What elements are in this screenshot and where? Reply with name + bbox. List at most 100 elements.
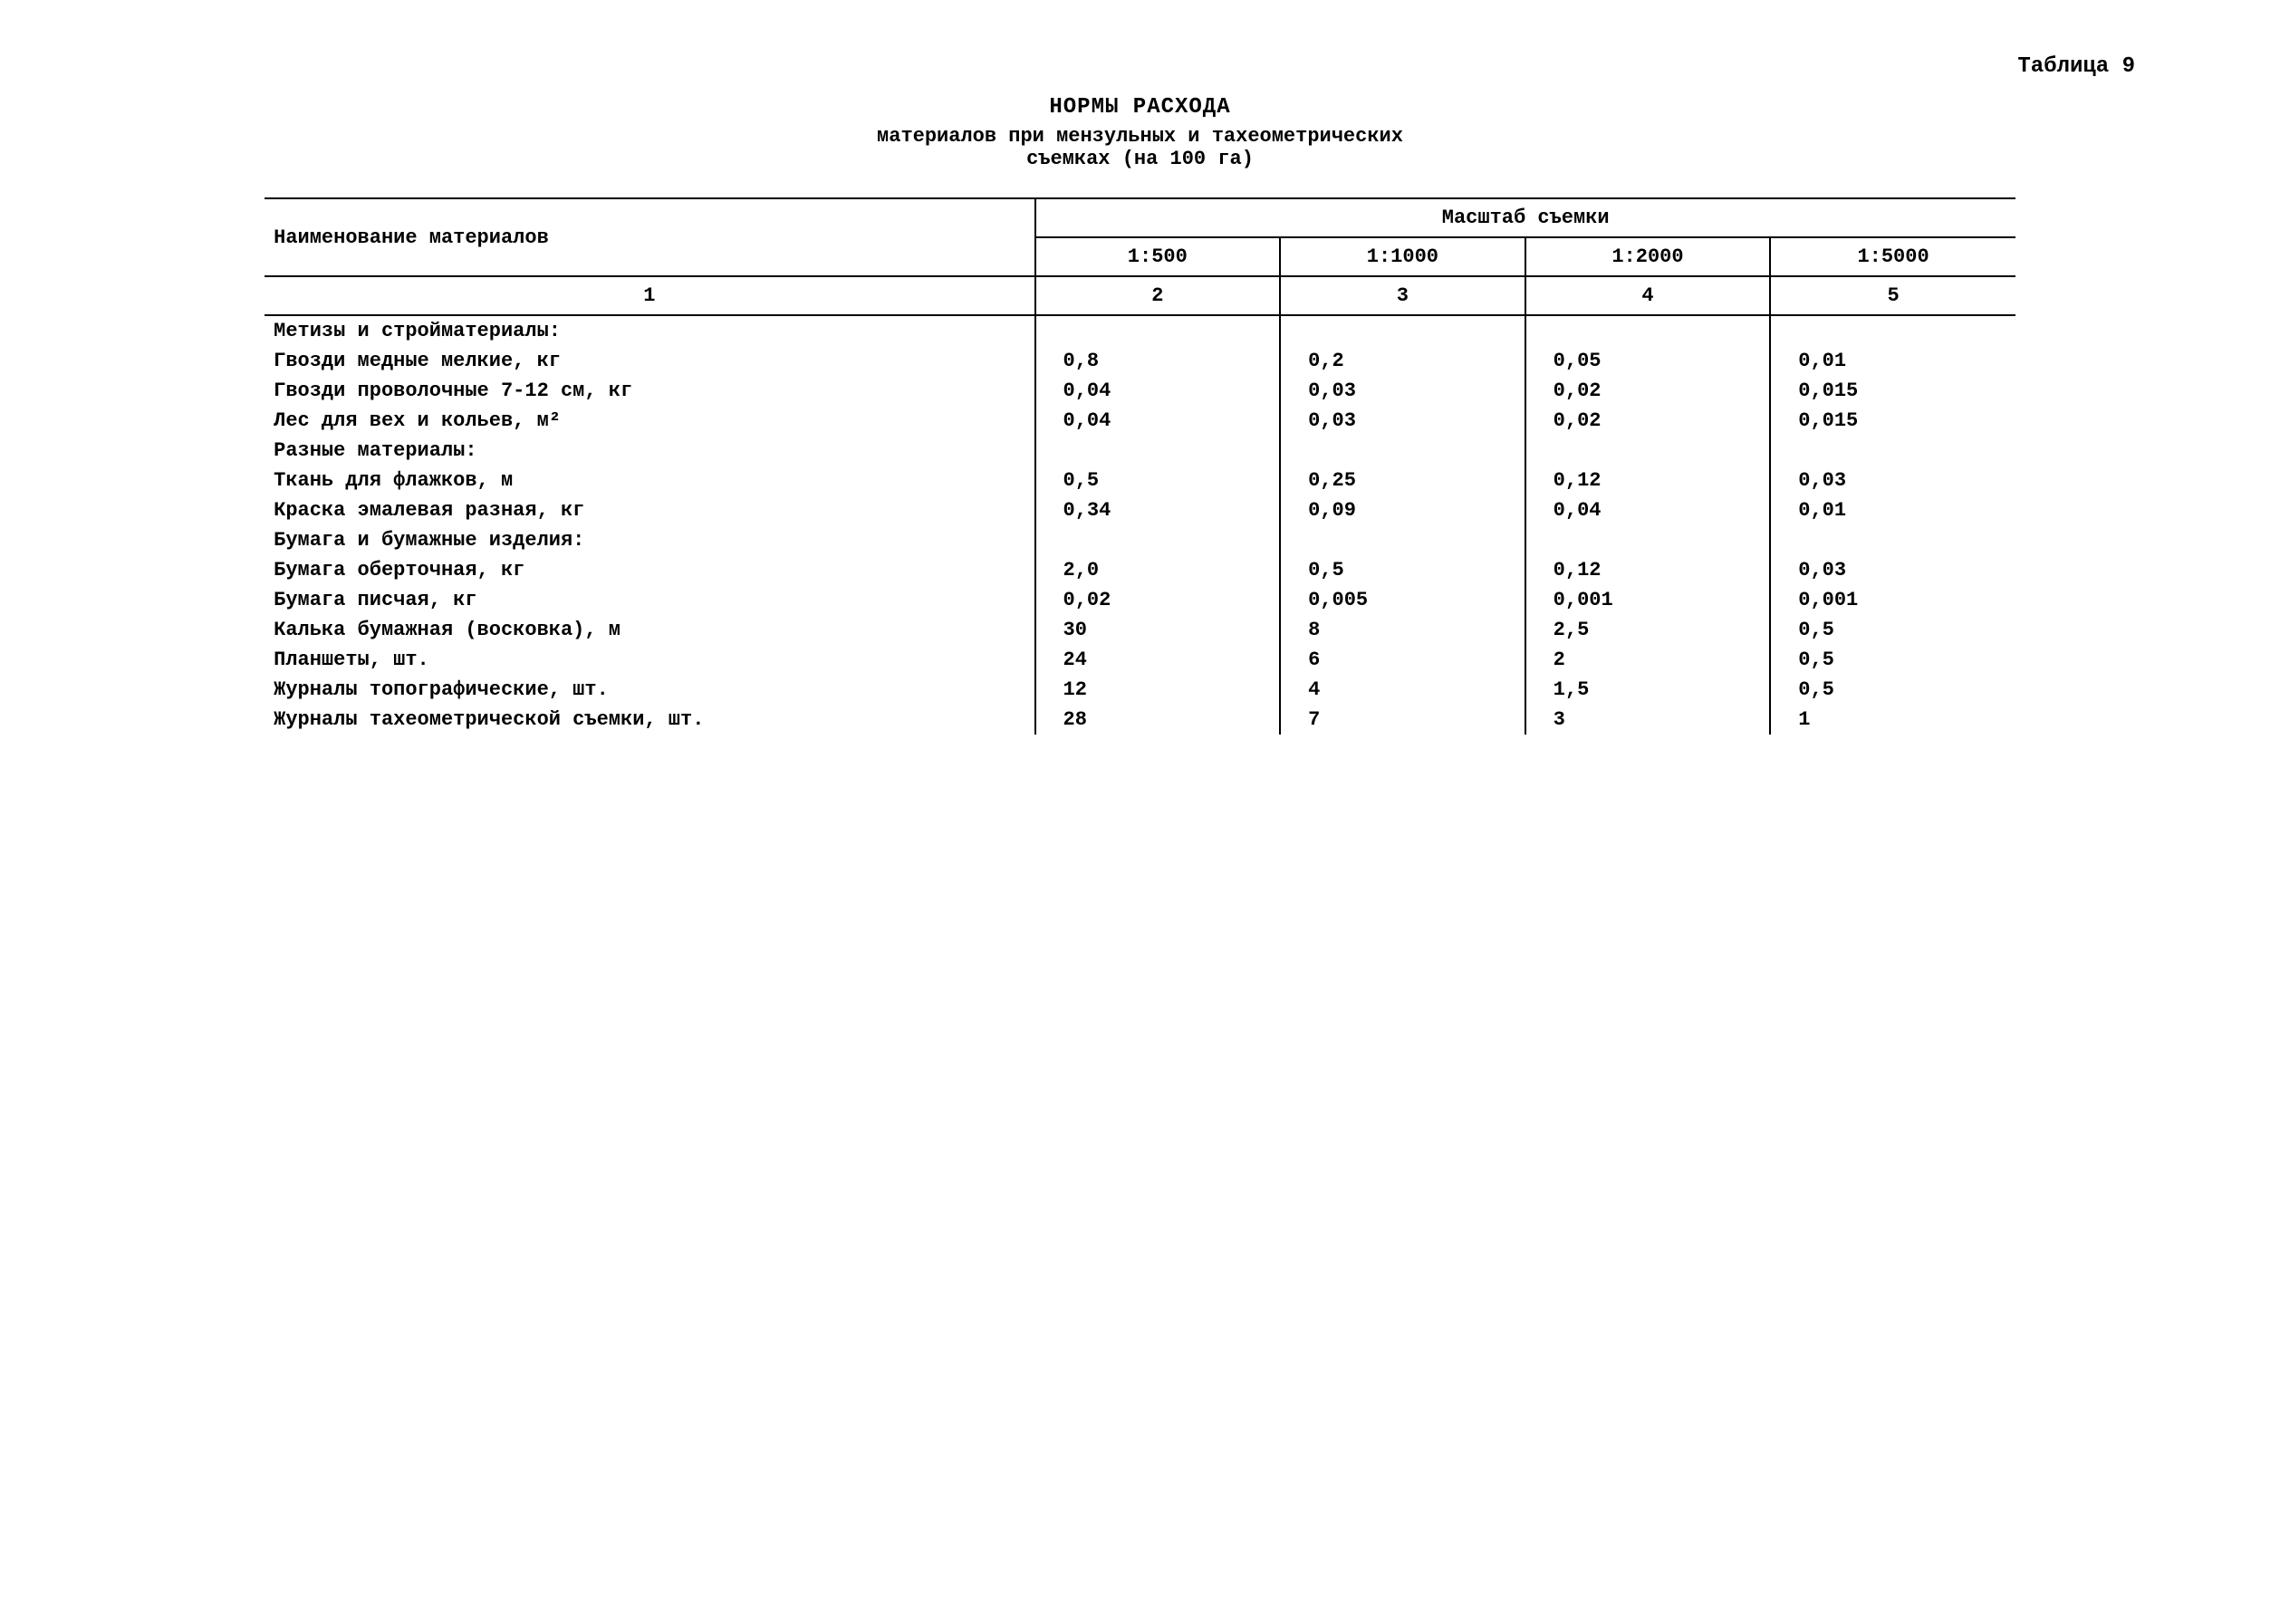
row-value: 0,03 <box>1770 466 2015 495</box>
table-row: Лес для вех и кольев, м²0,040,030,020,01… <box>265 406 2015 436</box>
row-label: Разные материалы: <box>265 436 1034 466</box>
header-scale-3: 1:5000 <box>1770 237 2015 276</box>
row-value: 3 <box>1525 705 1771 735</box>
row-value: 0,015 <box>1770 406 2015 436</box>
table-row: Метизы и стройматериалы: <box>265 315 2015 346</box>
row-value: 0,04 <box>1035 406 1281 436</box>
row-value: 6 <box>1280 645 1525 675</box>
row-label: Бумага писчая, кг <box>265 585 1034 615</box>
row-label: Журналы топографические, шт. <box>265 675 1034 705</box>
col-num-0: 1 <box>265 276 1034 315</box>
row-value <box>1280 525 1525 555</box>
row-value: 24 <box>1035 645 1281 675</box>
row-value <box>1525 315 1771 346</box>
row-label: Бумага оберточная, кг <box>265 555 1034 585</box>
row-value: 1 <box>1770 705 2015 735</box>
row-value: 0,5 <box>1770 645 2015 675</box>
row-value: 7 <box>1280 705 1525 735</box>
row-value <box>1525 436 1771 466</box>
row-label: Калька бумажная (восковка), м <box>265 615 1034 645</box>
header-scale-group: Масштаб съемки <box>1035 198 2015 237</box>
table-row: Разные материалы: <box>265 436 2015 466</box>
row-value: 0,02 <box>1525 406 1771 436</box>
row-value: 0,01 <box>1770 495 2015 525</box>
title-main: НОРМЫ РАСХОДА <box>72 95 2208 120</box>
header-scale-0: 1:500 <box>1035 237 1281 276</box>
row-label: Гвозди проволочные 7-12 см, кг <box>265 376 1034 406</box>
table-number-label: Таблица 9 <box>72 54 2135 79</box>
row-value: 0,2 <box>1280 346 1525 376</box>
row-value: 1,5 <box>1525 675 1771 705</box>
row-label: Метизы и стройматериалы: <box>265 315 1034 346</box>
col-num-2: 3 <box>1280 276 1525 315</box>
row-value: 0,02 <box>1525 376 1771 406</box>
row-value: 0,5 <box>1035 466 1281 495</box>
table-row: Бумага оберточная, кг2,00,50,120,03 <box>265 555 2015 585</box>
row-value <box>1280 436 1525 466</box>
row-value: 0,03 <box>1280 406 1525 436</box>
row-value: 28 <box>1035 705 1281 735</box>
row-value: 2,5 <box>1525 615 1771 645</box>
row-value: 12 <box>1035 675 1281 705</box>
row-value: 0,12 <box>1525 555 1771 585</box>
table-row: Калька бумажная (восковка), м3082,50,5 <box>265 615 2015 645</box>
row-value: 0,001 <box>1525 585 1771 615</box>
table-row: Гвозди проволочные 7-12 см, кг0,040,030,… <box>265 376 2015 406</box>
row-value: 0,001 <box>1770 585 2015 615</box>
row-value: 0,03 <box>1280 376 1525 406</box>
row-label: Гвозди медные мелкие, кг <box>265 346 1034 376</box>
row-value: 0,5 <box>1770 675 2015 705</box>
row-label: Планшеты, шт. <box>265 645 1034 675</box>
row-value <box>1525 525 1771 555</box>
row-value <box>1770 525 2015 555</box>
row-value: 0,09 <box>1280 495 1525 525</box>
row-value: 0,5 <box>1280 555 1525 585</box>
row-value: 0,05 <box>1525 346 1771 376</box>
title-subtitle-1: материалов при мензульных и тахеометриче… <box>72 125 2208 148</box>
table-row: Бумага писчая, кг0,020,0050,0010,001 <box>265 585 2015 615</box>
row-label: Бумага и бумажные изделия: <box>265 525 1034 555</box>
row-value: 0,34 <box>1035 495 1281 525</box>
row-value: 0,12 <box>1525 466 1771 495</box>
row-value: 2,0 <box>1035 555 1281 585</box>
col-num-1: 2 <box>1035 276 1281 315</box>
row-value <box>1770 436 2015 466</box>
row-value: 0,04 <box>1035 376 1281 406</box>
row-value: 0,04 <box>1525 495 1771 525</box>
row-label: Журналы тахеометрической съемки, шт. <box>265 705 1034 735</box>
row-value: 30 <box>1035 615 1281 645</box>
row-label: Лес для вех и кольев, м² <box>265 406 1034 436</box>
row-value <box>1035 315 1281 346</box>
row-value: 0,5 <box>1770 615 2015 645</box>
row-value: 0,015 <box>1770 376 2015 406</box>
header-scale-2: 1:2000 <box>1525 237 1771 276</box>
col-num-3: 4 <box>1525 276 1771 315</box>
norms-table: Наименование материалов Масштаб съемки 1… <box>265 197 2015 735</box>
row-value: 0,03 <box>1770 555 2015 585</box>
table-row: Планшеты, шт.24620,5 <box>265 645 2015 675</box>
row-value: 8 <box>1280 615 1525 645</box>
table-row: Ткань для флажков, м0,50,250,120,03 <box>265 466 2015 495</box>
row-value: 0,02 <box>1035 585 1281 615</box>
row-value <box>1770 315 2015 346</box>
row-label: Ткань для флажков, м <box>265 466 1034 495</box>
table-row: Журналы тахеометрической съемки, шт.2873… <box>265 705 2015 735</box>
table-row: Краска эмалевая разная, кг0,340,090,040,… <box>265 495 2015 525</box>
header-scale-1: 1:1000 <box>1280 237 1525 276</box>
table-row: Журналы топографические, шт.1241,50,5 <box>265 675 2015 705</box>
table-row: Бумага и бумажные изделия: <box>265 525 2015 555</box>
row-label: Краска эмалевая разная, кг <box>265 495 1034 525</box>
row-value <box>1035 436 1281 466</box>
row-value: 4 <box>1280 675 1525 705</box>
row-value: 0,005 <box>1280 585 1525 615</box>
row-value <box>1280 315 1525 346</box>
table-row: Гвозди медные мелкие, кг0,80,20,050,01 <box>265 346 2015 376</box>
row-value <box>1035 525 1281 555</box>
row-value: 0,25 <box>1280 466 1525 495</box>
row-value: 0,8 <box>1035 346 1281 376</box>
title-subtitle-2: съемках (на 100 га) <box>72 148 2208 170</box>
row-value: 2 <box>1525 645 1771 675</box>
header-name: Наименование материалов <box>265 198 1034 276</box>
col-num-4: 5 <box>1770 276 2015 315</box>
row-value: 0,01 <box>1770 346 2015 376</box>
